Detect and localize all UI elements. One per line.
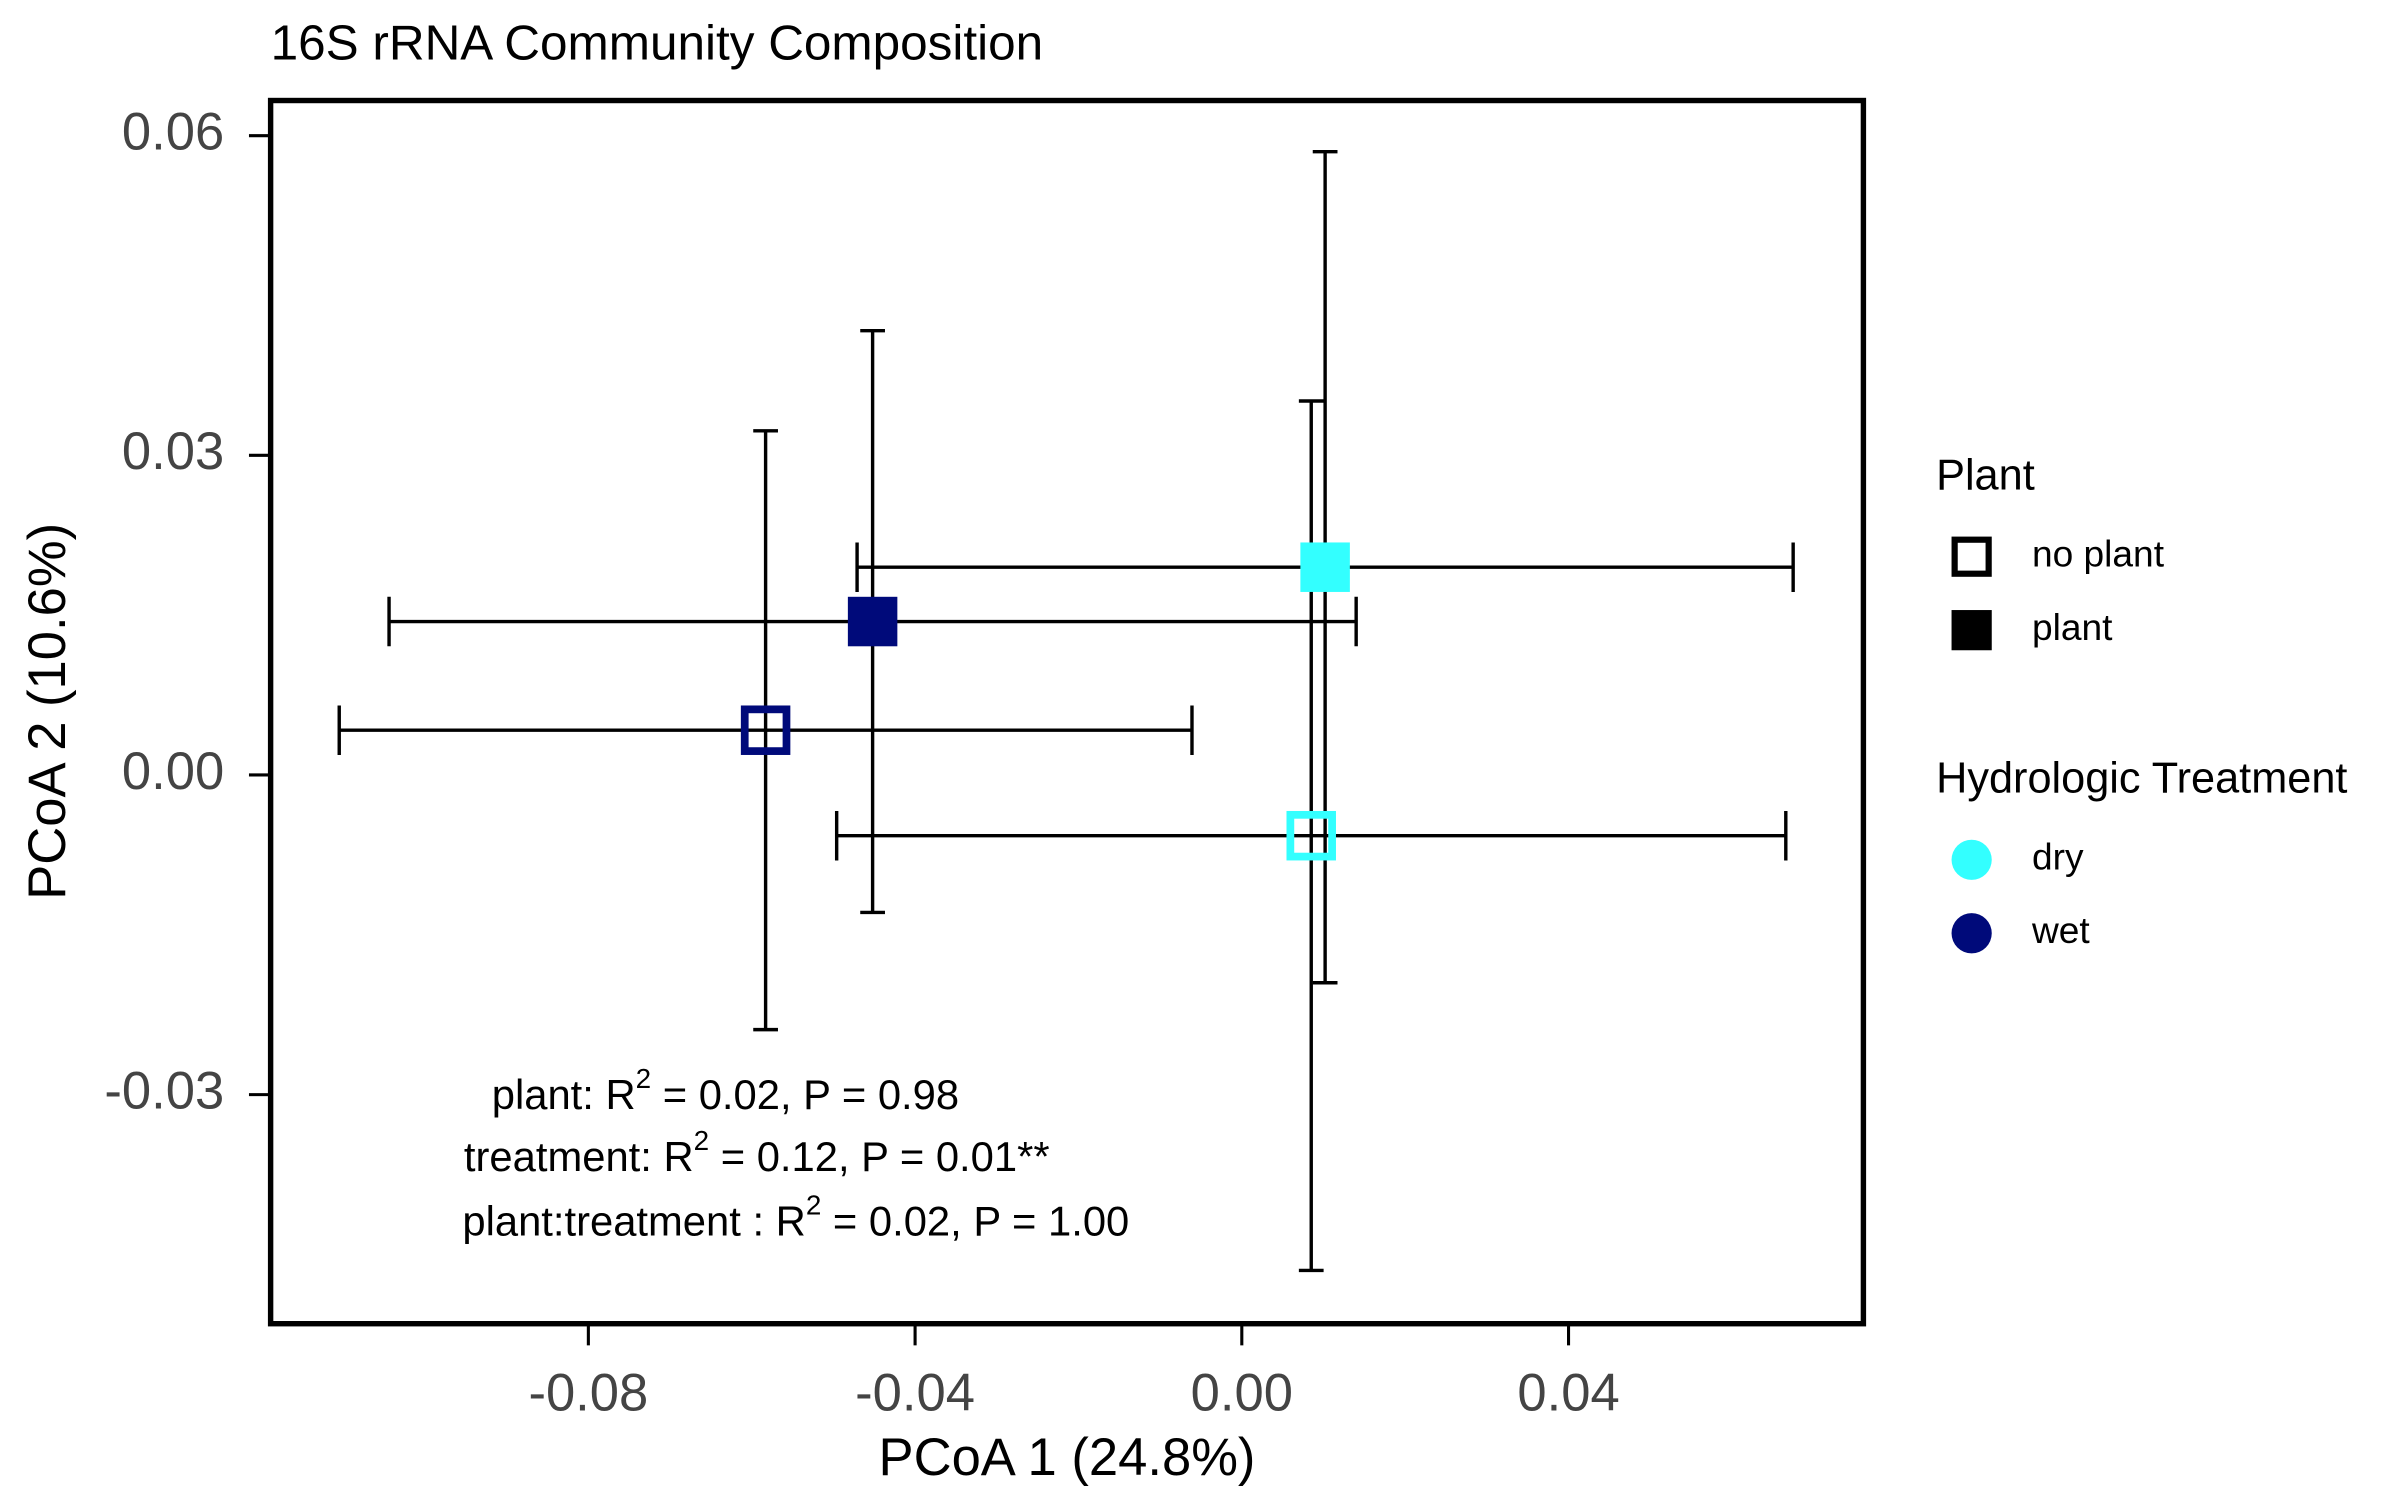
- annotation-text: = 0.02, P = 0.98: [651, 1071, 959, 1118]
- annotation-text: = 0.02, P = 1.00: [821, 1198, 1129, 1245]
- x-axis-label: PCoA 1 (24.8%): [879, 1428, 1256, 1487]
- y-tick-label: -0.03: [104, 1062, 224, 1121]
- error-bars: [337, 429, 1194, 1032]
- legend-swatch: [1951, 913, 1992, 954]
- point: [1300, 542, 1350, 592]
- y-error-bar: [753, 429, 778, 1032]
- legend-swatch: [1951, 610, 1992, 651]
- annotation: treatment: R2 = 0.12, P = 0.01**: [464, 1125, 1050, 1180]
- legend-title: Hydrologic Treatment: [1936, 754, 2347, 802]
- annotation-text: = 0.12, P = 0.01**: [709, 1133, 1049, 1180]
- annotation-text: plant: R: [492, 1071, 636, 1118]
- legend-title: Plant: [1936, 451, 2035, 499]
- annotation-superscript: 2: [636, 1063, 651, 1094]
- y-axis-label: PCoA 2 (10.6%): [18, 523, 77, 900]
- x-tick-label: 0.00: [1191, 1363, 1293, 1422]
- legend-swatch: [1951, 839, 1992, 880]
- y-tick-label: 0.03: [122, 422, 224, 481]
- annotation: plant:treatment : R2 = 0.02, P = 1.00: [462, 1190, 1129, 1245]
- legend-label: no plant: [2032, 532, 2165, 574]
- annotation: plant: R2 = 0.02, P = 0.98: [492, 1063, 959, 1118]
- point: [1286, 810, 1336, 861]
- point: [847, 596, 898, 647]
- x-tick-label: -0.04: [855, 1363, 975, 1422]
- legend-label: wet: [2031, 909, 2090, 951]
- x-tick-label: 0.04: [1517, 1363, 1619, 1422]
- chart-title: 16S rRNA Community Composition: [271, 15, 1044, 70]
- plot-frame: [267, 97, 1867, 1327]
- point: [740, 705, 791, 755]
- error-bars: [387, 328, 1358, 915]
- y-tick-label: 0.06: [122, 103, 224, 162]
- legend-label: dry: [2032, 836, 2084, 878]
- legend-label: plant: [2032, 606, 2113, 648]
- annotation-superscript: 2: [694, 1125, 709, 1156]
- x-tick-label: -0.08: [528, 1363, 648, 1422]
- y-tick-label: 0.00: [122, 742, 224, 801]
- annotation-superscript: 2: [806, 1190, 821, 1221]
- annotation-text: plant:treatment : R: [462, 1198, 805, 1245]
- legend-swatch: [1951, 536, 1992, 577]
- annotation-text: treatment: R: [464, 1133, 694, 1180]
